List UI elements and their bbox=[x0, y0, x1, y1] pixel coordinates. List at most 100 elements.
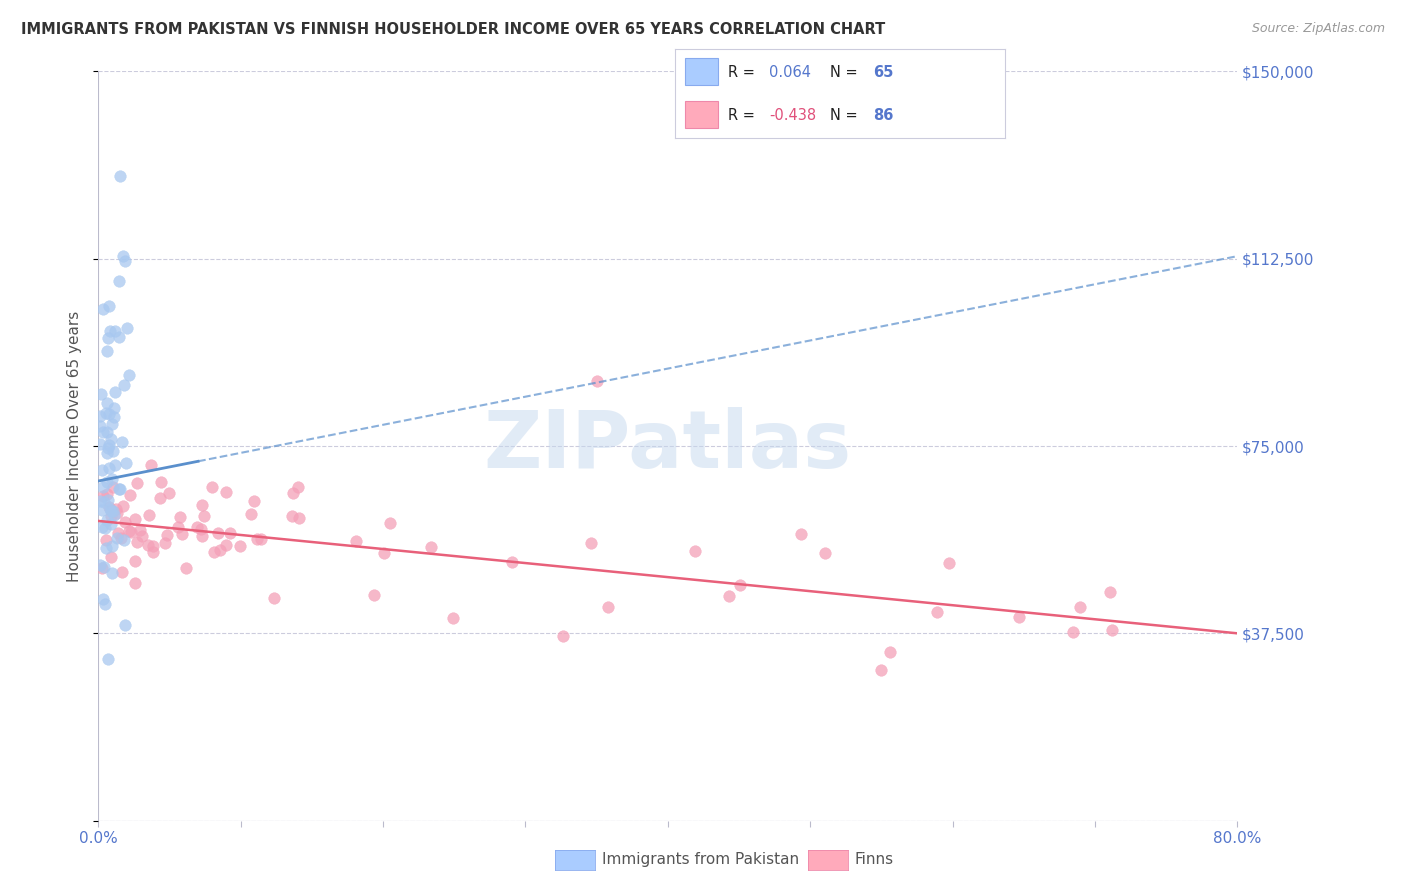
Point bbox=[131, 529, 153, 543]
Point bbox=[94, 533, 117, 547]
Point bbox=[190, 498, 212, 512]
Point bbox=[91, 425, 114, 439]
Point bbox=[579, 536, 602, 550]
Point bbox=[96, 425, 118, 440]
Point bbox=[281, 508, 304, 523]
Text: N =: N = bbox=[830, 65, 862, 79]
Point bbox=[101, 480, 124, 494]
Point bbox=[96, 513, 118, 527]
Point bbox=[100, 516, 122, 531]
Point bbox=[96, 344, 118, 359]
Point bbox=[174, 561, 197, 575]
Point bbox=[90, 387, 112, 401]
Text: 65: 65 bbox=[873, 65, 893, 79]
Point bbox=[111, 249, 134, 263]
Point bbox=[114, 254, 136, 268]
Point bbox=[814, 546, 837, 560]
Point bbox=[108, 274, 131, 288]
Point bbox=[598, 599, 620, 614]
Point bbox=[114, 515, 136, 529]
Point bbox=[142, 540, 165, 554]
Point bbox=[107, 482, 129, 496]
Point bbox=[101, 539, 124, 553]
Point bbox=[100, 508, 122, 523]
Point bbox=[90, 520, 112, 534]
Point bbox=[91, 502, 114, 516]
Point bbox=[190, 529, 212, 543]
Point bbox=[139, 458, 162, 472]
Point bbox=[246, 533, 269, 547]
Point bbox=[110, 532, 132, 546]
Point bbox=[378, 516, 401, 530]
Point bbox=[124, 553, 146, 567]
Point bbox=[115, 321, 138, 335]
Point bbox=[96, 475, 118, 490]
Point bbox=[105, 506, 128, 520]
Point bbox=[585, 374, 607, 388]
Point bbox=[91, 463, 114, 477]
Point bbox=[186, 520, 208, 534]
Point bbox=[103, 504, 125, 518]
Point bbox=[100, 549, 122, 564]
Point bbox=[790, 527, 813, 541]
Point bbox=[938, 556, 960, 570]
Point bbox=[441, 611, 464, 625]
Point bbox=[93, 495, 115, 509]
Point bbox=[118, 368, 141, 383]
Point bbox=[111, 565, 134, 579]
Point bbox=[120, 524, 142, 539]
Text: Finns: Finns bbox=[855, 853, 894, 867]
Point bbox=[1101, 624, 1123, 638]
Text: 86: 86 bbox=[873, 108, 893, 122]
Point bbox=[200, 480, 222, 494]
Text: R =: R = bbox=[728, 108, 759, 122]
Point bbox=[420, 540, 443, 554]
Point bbox=[138, 508, 160, 522]
Point bbox=[112, 533, 135, 547]
Point bbox=[96, 445, 118, 459]
Point bbox=[209, 543, 232, 558]
Point bbox=[142, 544, 165, 558]
Point bbox=[89, 419, 111, 434]
Point bbox=[97, 651, 120, 665]
Point bbox=[172, 527, 194, 541]
Point bbox=[501, 555, 523, 569]
Point bbox=[149, 491, 172, 505]
Point bbox=[1062, 624, 1084, 639]
Point bbox=[136, 538, 159, 552]
Point bbox=[91, 489, 114, 503]
Point bbox=[108, 169, 131, 184]
Point bbox=[202, 544, 225, 558]
Point bbox=[112, 377, 135, 392]
Point bbox=[104, 324, 127, 338]
Point bbox=[373, 546, 395, 560]
Point bbox=[91, 591, 114, 606]
Point bbox=[166, 520, 188, 534]
Text: Immigrants from Pakistan: Immigrants from Pakistan bbox=[602, 853, 799, 867]
Point bbox=[156, 528, 179, 542]
Point bbox=[91, 561, 114, 575]
Point bbox=[263, 591, 285, 605]
Point bbox=[117, 524, 139, 539]
Point bbox=[250, 532, 273, 546]
Point bbox=[107, 330, 129, 344]
Point bbox=[111, 500, 134, 514]
Text: R =: R = bbox=[728, 65, 759, 79]
Point bbox=[118, 488, 141, 502]
Point bbox=[717, 589, 740, 603]
Point bbox=[98, 461, 121, 475]
Point bbox=[879, 645, 901, 659]
Point bbox=[683, 544, 706, 558]
Point bbox=[190, 522, 212, 536]
Point bbox=[97, 299, 120, 313]
Text: -0.438: -0.438 bbox=[769, 108, 815, 122]
Point bbox=[728, 578, 751, 592]
Point bbox=[1069, 600, 1091, 615]
Point bbox=[114, 618, 136, 632]
Point bbox=[97, 331, 120, 345]
Point bbox=[288, 510, 311, 524]
Point bbox=[927, 605, 949, 619]
Point bbox=[93, 479, 115, 493]
Point bbox=[207, 526, 229, 541]
Point bbox=[129, 524, 152, 538]
